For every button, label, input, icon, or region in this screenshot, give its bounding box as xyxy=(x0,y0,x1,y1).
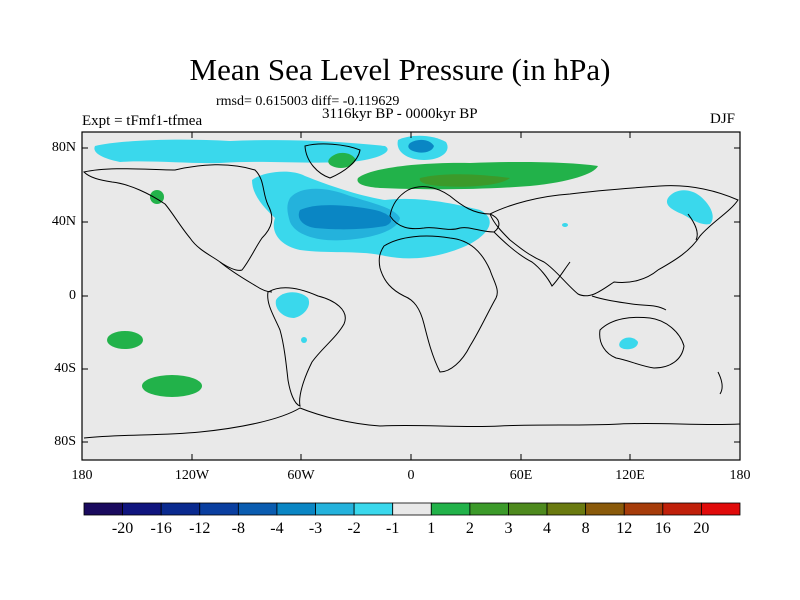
colorbar-swatch xyxy=(392,502,432,516)
colorbar-swatch xyxy=(469,502,509,516)
colorbar xyxy=(83,502,741,516)
asia-coast xyxy=(489,185,739,297)
lon-label-120w: 120W xyxy=(174,468,210,483)
lat-label-40n: 40N xyxy=(51,214,76,229)
lon-label-180w: 180 xyxy=(71,468,93,483)
lat-label-80n: 80N xyxy=(51,140,76,155)
colorbar-swatch xyxy=(122,502,162,516)
arctic-low-band xyxy=(94,139,388,164)
colorbar-swatch xyxy=(662,502,702,516)
colorbar-tick-label: 12 xyxy=(616,520,633,537)
south-america-coast xyxy=(267,287,346,407)
colorbar-tick-label: -20 xyxy=(111,520,134,537)
greenland-coast xyxy=(304,143,361,179)
arabia-india-coast xyxy=(493,231,571,287)
north-pacific-low xyxy=(666,190,713,225)
colorbar-tick-label: 1 xyxy=(427,520,436,537)
negative-anomaly-regions xyxy=(94,135,713,350)
colorbar-tick-label: -2 xyxy=(347,520,361,537)
colorbar-swatch xyxy=(623,502,664,516)
colorbar-tick-label: 16 xyxy=(654,520,671,537)
colorbar-tick-label: -12 xyxy=(189,520,211,537)
colorbar-tick-label: -4 xyxy=(270,520,284,537)
colorbar-swatch xyxy=(430,502,471,516)
lon-label-60w: 60W xyxy=(287,468,315,483)
experiment-label: Expt = tFmf1-tfmea xyxy=(82,113,203,129)
colorbar-tick-label: -1 xyxy=(386,520,400,537)
new-zealand-coast xyxy=(717,371,723,395)
colorbar-swatch xyxy=(701,502,741,516)
lat-label-80s: 80S xyxy=(54,434,76,449)
colorbar-swatch xyxy=(237,502,278,516)
lon-label-180e: 180 xyxy=(729,468,751,483)
greenland-high xyxy=(328,152,356,168)
colorbar-swatch xyxy=(585,502,625,516)
southern-ocean-high xyxy=(142,375,202,397)
colorbar-swatch xyxy=(276,502,316,516)
lon-label-60e: 60E xyxy=(509,468,533,483)
colorbar-tick-label: 20 xyxy=(693,520,710,537)
eurasia-high-core xyxy=(419,174,510,187)
positive-anomaly-regions xyxy=(107,152,598,397)
lon-label-0: 0 xyxy=(407,468,415,483)
rmsd-diff-stats: rmsd= 0.615003 diff= -0.119629 xyxy=(216,94,400,109)
colorbar-tick-label: -8 xyxy=(231,520,245,537)
colorbar-swatch xyxy=(353,502,394,516)
central-asia-low-dot xyxy=(562,223,568,227)
north-america-coast xyxy=(83,164,273,271)
colorbar-swatch xyxy=(199,502,239,516)
colorbar-swatch xyxy=(508,502,548,516)
lat-label-40s: 40S xyxy=(54,361,76,376)
colorbar-tick-label: 3 xyxy=(504,520,513,537)
colorbar-swatch xyxy=(315,502,355,516)
japan-coast xyxy=(687,213,698,241)
season-label: DJF xyxy=(710,111,736,127)
colorbar-swatch xyxy=(83,502,123,516)
antarctica-coast xyxy=(83,407,741,439)
south-america-low xyxy=(275,292,310,318)
colorbar-tick-label: 8 xyxy=(581,520,590,537)
barents-low-core xyxy=(408,139,434,153)
colorbar-tick-label: -3 xyxy=(308,520,323,537)
south-atlantic-low-dot xyxy=(301,337,307,343)
colorbar-tick-label: -16 xyxy=(150,520,172,537)
lat-label-0: 0 xyxy=(69,288,76,303)
colorbar-swatch xyxy=(160,502,201,516)
colorbar-tick-label: 4 xyxy=(543,520,552,537)
colorbar-tick-label: 2 xyxy=(465,520,474,537)
map-title: Mean Sea Level Pressure (in hPa) xyxy=(189,52,611,87)
axis-ticks xyxy=(82,132,740,460)
colorbar-swatch xyxy=(546,502,587,516)
north-atlantic-low-core xyxy=(298,205,392,230)
south-pacific-high xyxy=(107,331,143,349)
australia-coast xyxy=(599,316,685,369)
time-period-label: 3116kyr BP - 0000kyr BP xyxy=(322,106,478,122)
europe-coast xyxy=(389,186,500,233)
africa-coast xyxy=(378,235,498,373)
indonesia-coast xyxy=(591,295,667,311)
australia-low xyxy=(619,337,638,350)
coastlines xyxy=(83,143,741,439)
lon-label-120e: 120E xyxy=(615,468,645,483)
